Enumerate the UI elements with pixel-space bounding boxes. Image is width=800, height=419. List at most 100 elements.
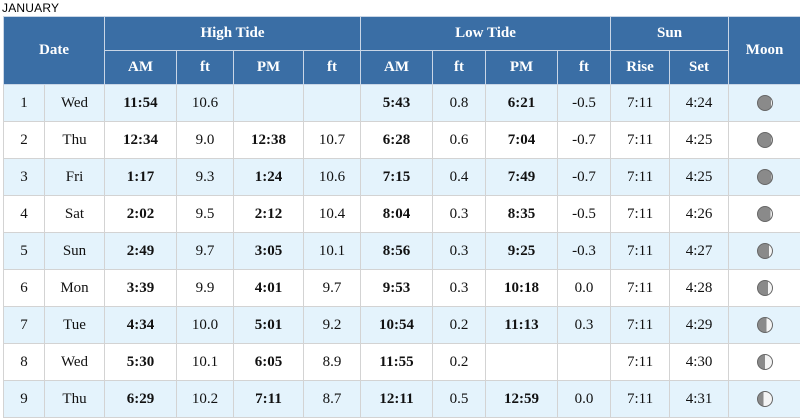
sunrise-cell: 7:11 [610, 158, 671, 196]
low-am-time: 7:15 [360, 158, 433, 196]
day-cell: 6 [3, 269, 45, 307]
weekday-cell: Thu [44, 121, 105, 159]
high-am-height: 9.9 [176, 269, 234, 307]
low-am-time: 6:28 [360, 121, 433, 159]
moon-cell [728, 158, 800, 196]
waxing-crescent-moon-icon [756, 206, 773, 223]
low-pm-height: 0.3 [556, 306, 612, 344]
col-header-low-pm-ft: ft [556, 50, 612, 85]
high-pm-time: 12:38 [233, 121, 304, 159]
low-pm-height: -0.7 [556, 121, 612, 159]
high-pm-height: 10.6 [303, 158, 361, 196]
day-cell: 9 [3, 380, 45, 418]
col-header-sunset: Set [669, 50, 730, 85]
low-pm-height: -0.7 [556, 158, 612, 196]
high-am-time: 11:54 [104, 84, 177, 122]
day-cell: 5 [3, 232, 45, 270]
col-header-moon: Moon [728, 16, 800, 85]
high-pm-time: 1:24 [233, 158, 304, 196]
weekday-cell: Tue [44, 306, 105, 344]
low-pm-height [556, 343, 612, 381]
moon-cell [728, 84, 800, 122]
low-pm-height: -0.5 [556, 84, 612, 122]
col-header-high-tide: High Tide [104, 16, 361, 51]
header-row-groups: Date High Tide Low Tide Sun Moon [3, 16, 800, 85]
sunrise-cell: 7:11 [610, 195, 671, 233]
table-row: 3 Fri 1:17 9.3 1:24 10.6 7:15 0.4 7:49 -… [3, 158, 800, 196]
high-am-height: 10.2 [176, 380, 234, 418]
col-header-sunrise: Rise [610, 50, 671, 85]
high-am-height: 9.3 [176, 158, 234, 196]
low-am-time: 11:55 [360, 343, 433, 381]
moon-cell [728, 121, 800, 159]
moon-cell [728, 269, 800, 307]
waning-crescent-moon-icon [756, 95, 773, 112]
sunrise-cell: 7:11 [610, 84, 671, 122]
low-pm-time: 8:35 [485, 195, 558, 233]
weekday-cell: Sun [44, 232, 105, 270]
low-am-time: 5:43 [360, 84, 433, 122]
high-am-height: 9.0 [176, 121, 234, 159]
col-header-low-am: AM [360, 50, 433, 85]
high-am-time: 6:29 [104, 380, 177, 418]
day-cell: 3 [3, 158, 45, 196]
col-header-low-pm: PM [485, 50, 558, 85]
tide-table: Date High Tide Low Tide Sun Moon AM ft P… [3, 16, 800, 418]
table-row: 4 Sat 2:02 9.5 2:12 10.4 8:04 0.3 8:35 -… [3, 195, 800, 233]
high-pm-height: 9.2 [303, 306, 361, 344]
high-pm-time: 6:05 [233, 343, 304, 381]
month-title: JANUARY [2, 1, 60, 15]
low-am-time: 9:53 [360, 269, 433, 307]
col-header-high-pm: PM [233, 50, 304, 85]
sunrise-cell: 7:11 [610, 232, 671, 270]
high-pm-time: 4:01 [233, 269, 304, 307]
sunset-cell: 4:28 [669, 269, 730, 307]
low-pm-time: 7:04 [485, 121, 558, 159]
low-pm-time: 6:21 [485, 84, 558, 122]
high-pm-height: 8.9 [303, 343, 361, 381]
low-am-height: 0.4 [432, 158, 486, 196]
moon-cell [728, 343, 800, 381]
moon-cell [728, 380, 800, 418]
weekday-cell: Thu [44, 380, 105, 418]
header-row-subcolumns: AM ft PM ft AM ft PM ft Rise Set [4, 50, 800, 85]
low-am-height: 0.3 [432, 232, 486, 270]
day-cell: 4 [3, 195, 45, 233]
low-am-height: 0.5 [432, 380, 486, 418]
low-pm-height: -0.5 [556, 195, 612, 233]
col-header-sun: Sun [610, 16, 730, 51]
high-pm-height: 9.7 [303, 269, 361, 307]
high-pm-time [233, 84, 304, 122]
moon-cell [728, 195, 800, 233]
col-header-low-am-ft: ft [432, 50, 486, 85]
first-quarter-moon-icon [756, 354, 773, 371]
high-pm-time: 7:11 [233, 380, 304, 418]
low-am-height: 0.8 [432, 84, 486, 122]
high-am-time: 5:30 [104, 343, 177, 381]
high-am-time: 2:49 [104, 232, 177, 270]
high-am-height: 10.1 [176, 343, 234, 381]
waxing-crescent-moon-icon [756, 280, 773, 297]
low-pm-time [485, 343, 558, 381]
low-pm-time: 7:49 [485, 158, 558, 196]
low-am-time: 12:11 [360, 380, 433, 418]
col-header-date: Date [3, 16, 105, 85]
weekday-cell: Fri [44, 158, 105, 196]
low-am-time: 8:56 [360, 232, 433, 270]
waxing-crescent-moon-icon [756, 243, 773, 260]
high-am-time: 3:39 [104, 269, 177, 307]
sunrise-cell: 7:11 [610, 121, 671, 159]
low-pm-height: -0.3 [556, 232, 612, 270]
day-cell: 2 [3, 121, 45, 159]
high-pm-height: 10.1 [303, 232, 361, 270]
low-am-time: 10:54 [360, 306, 433, 344]
table-row: 6 Mon 3:39 9.9 4:01 9.7 9:53 0.3 10:18 0… [3, 269, 800, 307]
high-am-height: 9.5 [176, 195, 234, 233]
high-pm-time: 3:05 [233, 232, 304, 270]
weekday-cell: Mon [44, 269, 105, 307]
moon-cell [728, 306, 800, 344]
sunrise-cell: 7:11 [610, 306, 671, 344]
table-row: 2 Thu 12:34 9.0 12:38 10.7 6:28 0.6 7:04… [3, 121, 800, 159]
low-am-height: 0.6 [432, 121, 486, 159]
sunset-cell: 4:27 [669, 232, 730, 270]
